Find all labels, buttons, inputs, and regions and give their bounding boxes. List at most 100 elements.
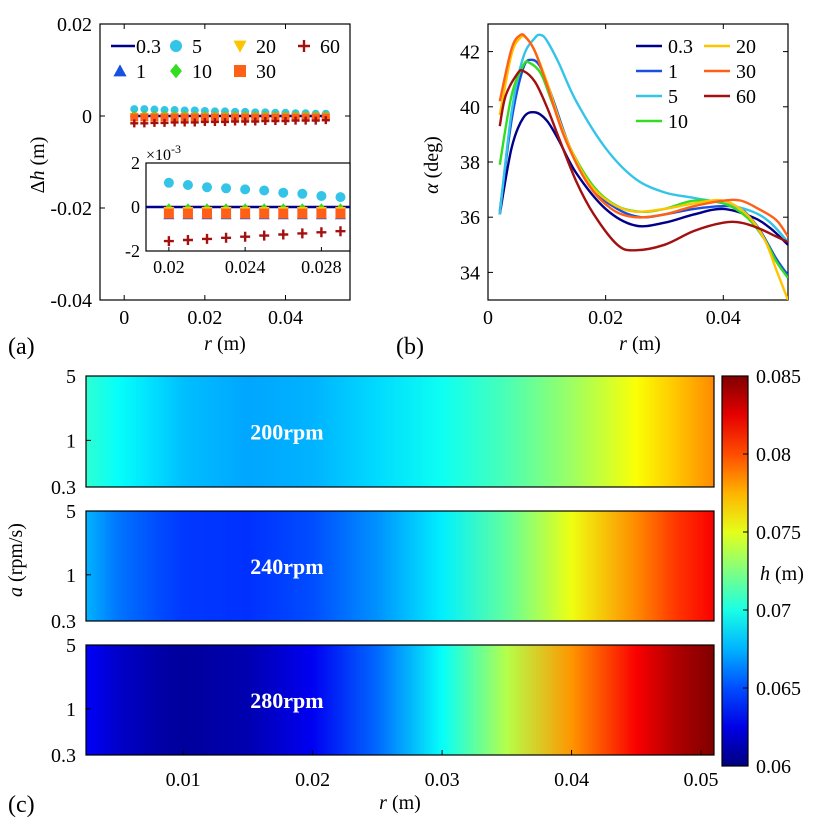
x-tick-label: 0.02 — [588, 307, 623, 329]
legend-label: 1 — [136, 61, 146, 83]
colorbar-tick-label: 0.07 — [756, 600, 791, 622]
colorbar-tick-label: 0.075 — [756, 522, 801, 544]
data-point-5 — [130, 105, 139, 114]
data-point-60 — [321, 116, 330, 125]
heatmap-panel — [85, 375, 715, 488]
inset-data-point-60 — [202, 233, 213, 244]
x-tick-label: 0.04 — [268, 307, 303, 329]
legend-marker-60 — [298, 40, 310, 52]
panel-c-xlabel: r (m) — [379, 792, 421, 814]
data-point-60 — [281, 117, 290, 126]
data-point-60 — [311, 116, 320, 125]
legend-label: 10 — [192, 61, 212, 83]
inset-data-point-60 — [163, 236, 174, 247]
data-point-60 — [251, 117, 260, 126]
panel-a-ylabel: Δh (m) — [27, 137, 49, 194]
legend-label: 30 — [256, 61, 276, 83]
inset-data-point-5 — [278, 187, 289, 198]
y-tick-label: -0.02 — [50, 198, 92, 220]
panel-b-ylabel: α (deg) — [421, 136, 443, 194]
colorbar-label: h (m) — [760, 563, 804, 585]
y-tick-label: 34 — [460, 262, 480, 284]
data-point-60 — [301, 116, 310, 125]
heatmap-panel — [85, 644, 715, 756]
panel-a: 0 0.02 0.040.020-0.02-0.04 0.3 5 20 601 10 30 0… — [8, 14, 351, 360]
data-point-30 — [200, 113, 209, 122]
inset-data-point-30 — [259, 208, 270, 219]
inset-data-point-30 — [278, 208, 289, 219]
inset-data-point-30 — [335, 208, 346, 219]
data-point-30 — [150, 113, 159, 122]
data-point-30 — [251, 113, 260, 122]
inset-data-point-5 — [240, 184, 251, 195]
data-point-30 — [221, 113, 229, 122]
data-point-60 — [140, 119, 149, 128]
x-tick-label: 0.02 — [187, 307, 222, 329]
data-point-60 — [160, 118, 169, 127]
y-tick-label: 36 — [460, 207, 480, 229]
inset-data-point-30 — [221, 208, 232, 219]
legend-label: 60 — [320, 36, 340, 58]
legend-label: 1 — [668, 61, 678, 83]
inset-data-point-5 — [316, 191, 327, 201]
heatmap-rpm-label: 240rpm — [250, 554, 323, 579]
legend-marker-1 — [113, 64, 127, 77]
y-tick-label: 0.3 — [51, 745, 76, 767]
panel-a-axes — [99, 23, 351, 301]
legend-label: 30 — [736, 61, 756, 83]
legend-marker-20 — [233, 40, 247, 53]
data-point-5 — [150, 105, 159, 114]
data-point-60 — [170, 118, 179, 127]
x-tick-label: 0.04 — [706, 307, 741, 329]
y-tick-label: 40 — [460, 97, 480, 119]
data-point-5 — [140, 105, 149, 114]
heatmap-rpm-label: 200rpm — [250, 420, 323, 445]
inset-x-tick-label: 0.028 — [301, 257, 342, 277]
series-line-30 — [498, 33, 788, 238]
data-point-60 — [150, 118, 159, 127]
inset-data-point-5 — [221, 183, 232, 194]
data-point-30 — [140, 113, 149, 122]
data-point-30 — [210, 113, 219, 122]
inset-data-point-5 — [259, 185, 270, 196]
colorbar — [721, 375, 749, 767]
panel-a-xlabel: r (m) — [204, 333, 246, 355]
y-tick-label: 0.02 — [57, 14, 92, 36]
data-point-30 — [241, 113, 250, 122]
inset-data-point-60 — [259, 230, 270, 241]
legend-label: 0.3 — [668, 36, 693, 58]
inset-data-point-5 — [297, 188, 308, 199]
panel-a-label: (a) — [8, 334, 35, 360]
y-tick-label: 42 — [460, 42, 480, 64]
y-tick-label: 0.3 — [51, 611, 76, 633]
data-point-30 — [170, 113, 179, 122]
data-point-60 — [200, 117, 209, 126]
inset-data-point-30 — [163, 208, 174, 219]
inset-data-point-30 — [182, 208, 193, 219]
legend-label: 5 — [668, 86, 678, 108]
data-point-5 — [170, 106, 179, 115]
data-point-5 — [190, 106, 199, 115]
legend-label: 60 — [736, 86, 756, 108]
legend-marker-30 — [234, 65, 246, 77]
panel-b-label: (b) — [396, 334, 424, 360]
data-point-60 — [210, 117, 219, 126]
y-tick-label: 5 — [66, 635, 76, 657]
legend-label: 20 — [256, 36, 276, 58]
inset-data-point-5 — [163, 177, 174, 188]
panel-c-ylabel: a (rpm/s) — [5, 523, 27, 597]
inset-multiplier: ×10-3 — [146, 142, 181, 164]
data-point-60 — [271, 117, 280, 126]
legend-label: 20 — [736, 36, 756, 58]
colorbar-tick-label: 0.06 — [756, 756, 791, 778]
x-tick-label: 0.04 — [554, 769, 589, 791]
series-line-0.3 — [498, 110, 788, 246]
data-point-60 — [180, 118, 189, 127]
x-tick-label: 0.01 — [166, 769, 201, 791]
y-tick-label: 1 — [66, 430, 76, 452]
data-point-30 — [180, 113, 189, 122]
inset-x-tick-label: 0.024 — [225, 257, 266, 277]
data-point-30 — [160, 113, 169, 122]
